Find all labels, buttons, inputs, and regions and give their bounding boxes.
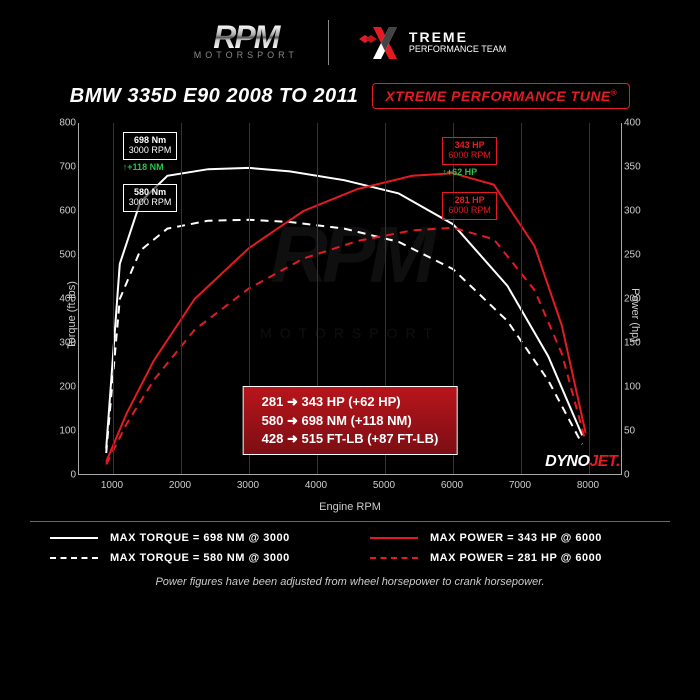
y1-tick: 100 bbox=[54, 426, 76, 437]
legend-power-tuned: MAX POWER = 343 HP @ 6000 bbox=[350, 532, 670, 544]
footnote: Power figures have been adjusted from wh… bbox=[0, 576, 700, 588]
chart-callout: 580 Nm3000 RPM bbox=[123, 184, 178, 212]
y1-tick: 0 bbox=[54, 470, 76, 481]
x-tick: 1000 bbox=[101, 480, 123, 491]
swatch-white-dashed bbox=[50, 557, 98, 559]
gains-box: 281 ➜ 343 HP (+62 HP) 580 ➜ 698 NM (+118… bbox=[243, 386, 458, 455]
legend-label: MAX TORQUE = 698 NM @ 3000 bbox=[110, 532, 290, 544]
legend-torque-stock: MAX TORQUE = 580 NM @ 3000 bbox=[30, 552, 350, 564]
legend: MAX TORQUE = 698 NM @ 3000 MAX POWER = 3… bbox=[30, 521, 670, 564]
gain-ftlb: 428 ➜ 515 FT-LB (+87 FT-LB) bbox=[262, 430, 439, 448]
dynojet-part2: JET. bbox=[589, 453, 620, 470]
rpm-logo: RPM MOTORSPORT bbox=[194, 25, 298, 61]
badge-text: XTREME PERFORMANCE TUNE bbox=[385, 88, 610, 104]
swatch-red-solid bbox=[370, 537, 418, 539]
y2-tick: 350 bbox=[624, 162, 646, 173]
swatch-red-dashed bbox=[370, 557, 418, 559]
y1-tick: 300 bbox=[54, 338, 76, 349]
chart-callout: 698 Nm3000 RPM bbox=[123, 132, 178, 160]
legend-torque-tuned: MAX TORQUE = 698 NM @ 3000 bbox=[30, 532, 350, 544]
y2-tick: 200 bbox=[624, 294, 646, 305]
gain-label: ↑+62 HP bbox=[442, 167, 477, 177]
page-title: BMW 335D E90 2008 TO 2011 bbox=[70, 85, 359, 108]
rpm-logo-text: RPM bbox=[194, 25, 298, 51]
x-tick: 2000 bbox=[169, 480, 191, 491]
xtreme-text: TREME PERFORMANCE TEAM bbox=[409, 30, 506, 55]
y2-tick: 50 bbox=[624, 426, 646, 437]
x-tick: 8000 bbox=[577, 480, 599, 491]
gain-label: ↑+118 NM bbox=[123, 162, 164, 172]
chart-callout: 343 HP6000 RPM bbox=[442, 137, 497, 165]
title-row: BMW 335D E90 2008 TO 2011 XTREME PERFORM… bbox=[0, 83, 700, 109]
x-tick: 7000 bbox=[509, 480, 531, 491]
gain-hp: 281 ➜ 343 HP (+62 HP) bbox=[262, 393, 439, 411]
xtreme-big: TREME bbox=[409, 30, 506, 45]
xtreme-line2: PERFORMANCE TEAM bbox=[409, 45, 506, 55]
swatch-white-solid bbox=[50, 537, 98, 539]
legend-label: MAX POWER = 281 HP @ 6000 bbox=[430, 552, 602, 564]
header-divider bbox=[328, 20, 329, 65]
x-axis-label: Engine RPM bbox=[319, 501, 381, 513]
x-tick: 3000 bbox=[237, 480, 259, 491]
y2-tick: 300 bbox=[624, 206, 646, 217]
y2-tick: 400 bbox=[624, 118, 646, 129]
y1-tick: 800 bbox=[54, 118, 76, 129]
y2-tick: 150 bbox=[624, 338, 646, 349]
xtreme-logo: TREME PERFORMANCE TEAM bbox=[359, 21, 506, 65]
y2-tick: 100 bbox=[624, 382, 646, 393]
y2-tick: 0 bbox=[624, 470, 646, 481]
x-tick: 4000 bbox=[305, 480, 327, 491]
y1-tick: 400 bbox=[54, 294, 76, 305]
gain-nm: 580 ➜ 698 NM (+118 NM) bbox=[262, 412, 439, 430]
legend-power-stock: MAX POWER = 281 HP @ 6000 bbox=[350, 552, 670, 564]
legend-label: MAX TORQUE = 580 NM @ 3000 bbox=[110, 552, 290, 564]
header: RPM MOTORSPORT TREME PERFORMANCE TEAM bbox=[0, 0, 700, 75]
tune-badge: XTREME PERFORMANCE TUNE® bbox=[372, 83, 630, 109]
x-tick: 5000 bbox=[373, 480, 395, 491]
dyno-chart: Torque (ft-lbs) Power (hp) Engine RPM RP… bbox=[30, 115, 670, 515]
legend-label: MAX POWER = 343 HP @ 6000 bbox=[430, 532, 602, 544]
dynojet-part1: DYNO bbox=[545, 453, 589, 470]
y1-tick: 600 bbox=[54, 206, 76, 217]
chart-callout: 281 HP6000 RPM bbox=[442, 192, 497, 220]
y1-tick: 200 bbox=[54, 382, 76, 393]
y1-tick: 500 bbox=[54, 250, 76, 261]
y1-tick: 700 bbox=[54, 162, 76, 173]
x-tick: 6000 bbox=[441, 480, 463, 491]
xtreme-x-icon bbox=[359, 21, 403, 65]
dynojet-logo: DYNOJET. bbox=[545, 453, 620, 471]
y2-tick: 250 bbox=[624, 250, 646, 261]
